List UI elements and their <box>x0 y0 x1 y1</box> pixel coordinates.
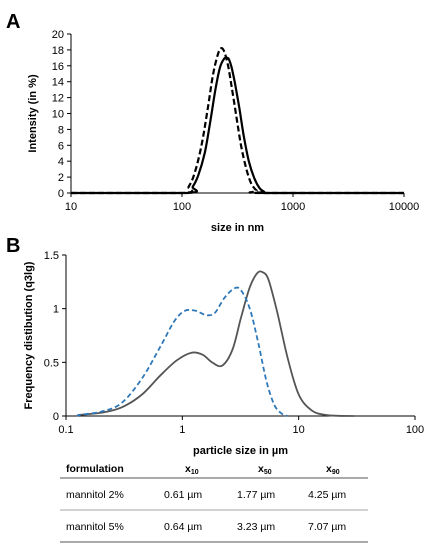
table-header-x10: x10 <box>185 463 199 476</box>
chart-a-y-tick-label: 8 <box>58 124 64 136</box>
chart-a-y-axis-label: Intensity (in %) <box>27 74 39 153</box>
table-cell-formulation: mannitol 2% <box>66 489 124 501</box>
table-header-x90: x90 <box>326 463 340 476</box>
chart-b-x-tick-label: 100 <box>406 424 424 436</box>
chart-a: Intensity (in %) size in nm 0 2 4 6 8 10 12 14 1… <box>27 29 419 234</box>
chart-a-y-tick-label: 10 <box>52 109 64 121</box>
chart-b-y-tick-label: 1 <box>53 304 59 316</box>
table-cell-x50: 3.23 µm <box>237 521 275 533</box>
table-cell-x90: 7.07 µm <box>308 521 346 533</box>
summary-table: formulation x10 x50 x90 mannitol 2% 0.61… <box>60 463 368 543</box>
chart-b-y-tick-label: 1.5 <box>44 250 59 262</box>
chart-a-y-tick-label: 0 <box>58 188 64 200</box>
table-cell-x10: 0.61 µm <box>164 489 202 501</box>
chart-b-series-solid-line <box>76 270 355 417</box>
table-header-x50: x50 <box>258 463 272 476</box>
chart-b-y-axis-label: Frequency distibution (q3lg) <box>23 261 35 409</box>
panel-a-letter: A <box>6 11 20 33</box>
chart-a-series-dashed-line <box>71 47 404 195</box>
chart-a-y-tick-label: 18 <box>52 45 64 57</box>
table-cell-formulation: mannitol 5% <box>66 521 124 533</box>
chart-b: Frequency distibution (q3lg) particle si… <box>23 250 424 457</box>
chart-b-x-tick-label: 0.1 <box>58 424 73 436</box>
chart-b-series-dashed-line <box>76 286 288 417</box>
chart-b-x-tick-label: 10 <box>293 424 305 436</box>
chart-a-x-tick-label: 1000 <box>281 201 305 213</box>
chart-a-x-axis-label: size in nm <box>211 222 264 234</box>
chart-a-y-tick-label: 12 <box>52 93 64 105</box>
table-cell-x50: 1.77 µm <box>237 489 275 501</box>
chart-a-y-tick-label: 6 <box>58 140 64 152</box>
table-cell-x10: 0.64 µm <box>164 521 202 533</box>
chart-a-x-tick-label: 10 <box>65 201 77 213</box>
panel-b-letter: B <box>6 235 20 257</box>
chart-a-y-tick-label: 4 <box>58 156 64 168</box>
table-cell-x90: 4.25 µm <box>308 489 346 501</box>
table-header-formulation: formulation <box>66 463 124 475</box>
chart-a-series-solid-line <box>71 56 404 195</box>
chart-a-y-tick-label: 20 <box>52 29 64 41</box>
chart-b-x-tick-label: 1 <box>179 424 185 436</box>
chart-b-x-axis-label: particle size in µm <box>193 445 288 457</box>
chart-a-y-tick-label: 16 <box>52 61 64 73</box>
chart-b-y-tick-label: 0 <box>53 411 59 423</box>
chart-a-x-tick-label: 10000 <box>389 201 420 213</box>
chart-a-y-tick-label: 2 <box>58 172 64 184</box>
chart-b-y-tick-label: 0.5 <box>44 357 59 369</box>
chart-a-x-tick-label: 100 <box>173 201 191 213</box>
chart-a-y-tick-label: 14 <box>52 77 64 89</box>
